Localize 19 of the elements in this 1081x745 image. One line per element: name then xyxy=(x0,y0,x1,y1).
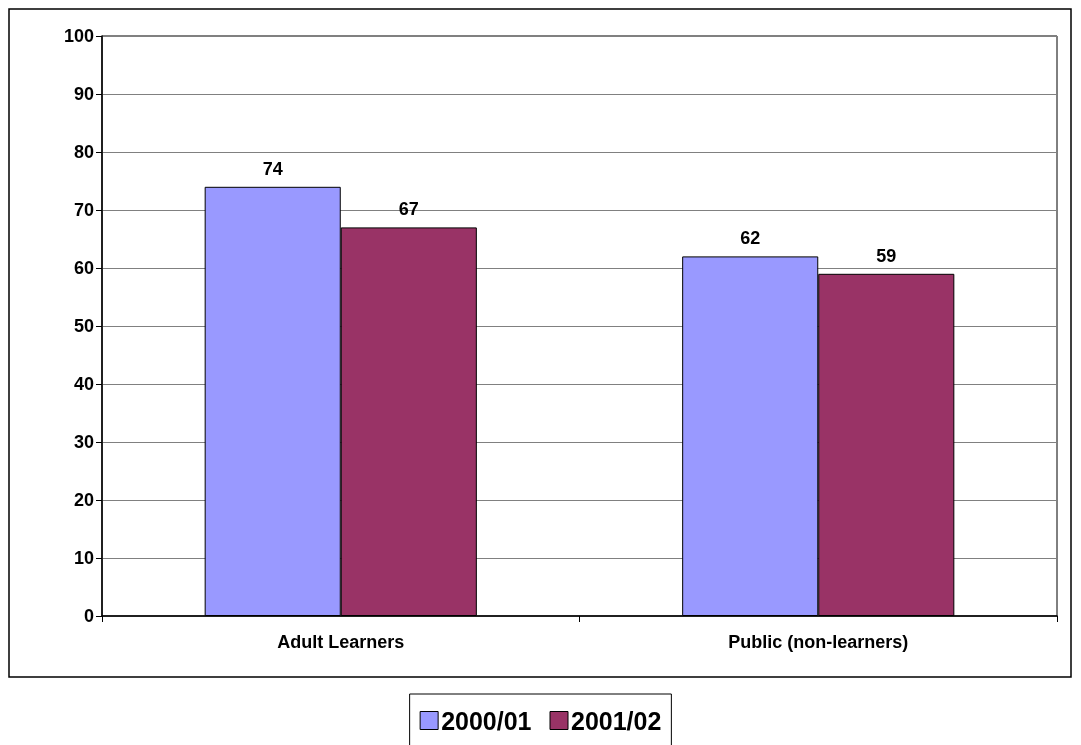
y-tick-label: 80 xyxy=(73,142,94,162)
x-tick-label: Public (non-learners) xyxy=(728,632,909,652)
y-tick-label: 60 xyxy=(73,258,94,278)
legend-label: 2000/01 xyxy=(441,706,532,735)
y-tick-label: 90 xyxy=(73,84,94,104)
data-label: 59 xyxy=(876,245,897,266)
y-tick-label: 40 xyxy=(73,374,94,394)
y-tick-label: 0 xyxy=(83,606,94,626)
y-tick-label: 70 xyxy=(73,200,94,220)
data-label: 62 xyxy=(740,228,761,249)
y-tick-label: 100 xyxy=(63,26,94,46)
legend-label: 2001/02 xyxy=(571,706,662,735)
y-tick-label: 10 xyxy=(73,548,94,568)
x-tick-label: Adult Learners xyxy=(277,632,405,652)
data-label: 74 xyxy=(262,158,283,179)
y-tick-label: 30 xyxy=(73,432,94,452)
y-tick-label: 20 xyxy=(73,490,94,510)
y-tick-label: 50 xyxy=(73,316,94,336)
data-label: 67 xyxy=(398,199,419,220)
